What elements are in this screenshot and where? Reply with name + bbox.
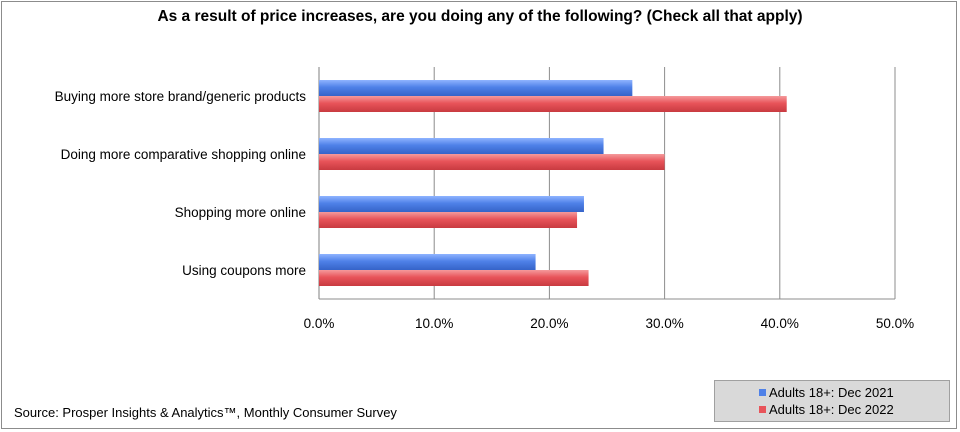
bar-series-0 (319, 138, 604, 154)
x-tick-label: 0.0% (304, 316, 335, 331)
legend-swatch-1 (759, 406, 766, 413)
legend-swatch-0 (759, 389, 766, 396)
chart-title: As a result of price increases, are you … (157, 8, 803, 25)
bar-series-0 (319, 196, 584, 212)
source-note: Source: Prosper Insights & Analytics™, M… (14, 405, 397, 420)
legend-label-0: Adults 18+: Dec 2021 (769, 385, 894, 400)
bar-series-0 (319, 80, 633, 96)
bar-series-1 (319, 212, 578, 228)
x-tick-label: 30.0% (645, 316, 683, 331)
category-label: Buying more store brand/generic products (55, 89, 307, 104)
x-tick-label: 40.0% (761, 316, 799, 331)
x-tick-label: 10.0% (415, 316, 453, 331)
bar-series-0 (319, 254, 536, 270)
x-tick-label: 20.0% (530, 316, 568, 331)
category-label: Shopping more online (175, 205, 306, 220)
bar-series-1 (319, 154, 665, 170)
category-label: Doing more comparative shopping online (61, 147, 306, 162)
bar-series-1 (319, 270, 589, 286)
x-axis-tick-labels: 0.0% 10.0% 20.0% 30.0% 40.0% 50.0% (304, 316, 915, 331)
bar-series-1 (319, 96, 787, 112)
legend-item-1: Adults 18+: Dec 2022 (759, 401, 949, 418)
bars (319, 80, 787, 286)
x-tick-label: 50.0% (876, 316, 914, 331)
category-labels: Buying more store brand/generic products… (55, 89, 307, 278)
legend-label-1: Adults 18+: Dec 2022 (769, 402, 894, 417)
category-label: Using coupons more (182, 263, 306, 278)
legend: Adults 18+: Dec 2021 Adults 18+: Dec 202… (714, 380, 950, 422)
legend-item-0: Adults 18+: Dec 2021 (759, 384, 949, 401)
